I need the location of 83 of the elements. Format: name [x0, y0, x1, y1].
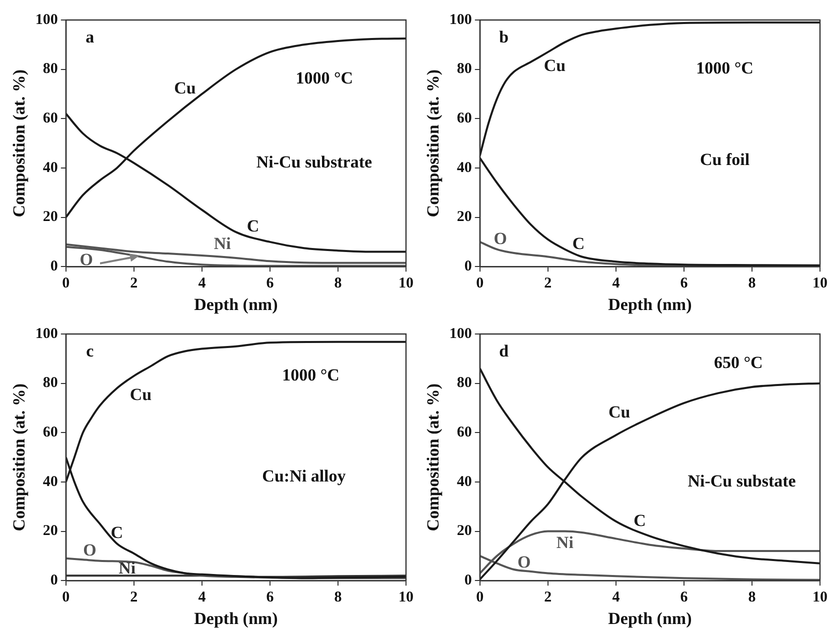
x-tick-label: 0	[476, 589, 484, 606]
y-tick-label: 100	[449, 12, 472, 28]
y-axis-title: Composition (at. %)	[10, 383, 29, 532]
x-tick-label: 10	[812, 275, 828, 292]
x-tick-label: 0	[62, 275, 70, 292]
annotation: 1000 °C	[296, 68, 354, 88]
x-tick-label: 8	[748, 589, 756, 606]
y-axis-title: Composition (at. %)	[424, 69, 443, 218]
y-tick-label: 100	[449, 326, 472, 342]
series-label: C	[634, 510, 646, 530]
y-axis-title: Composition (at. %)	[10, 69, 29, 218]
y-tick-label: 80	[42, 61, 58, 78]
series-label: Ni	[556, 533, 574, 552]
x-axis-title: Depth (nm)	[608, 609, 692, 628]
x-axis-title: Depth (nm)	[608, 295, 692, 314]
chart-title: c	[86, 341, 94, 360]
x-tick-label: 4	[612, 589, 620, 606]
annotation: 1000 °C	[696, 58, 754, 78]
y-tick-label: 0	[464, 258, 472, 274]
y-tick-label: 0	[464, 572, 472, 588]
series-label: Ni	[214, 234, 232, 253]
x-tick-label: 2	[544, 275, 552, 292]
annotation: Cu foil	[700, 150, 750, 169]
x-tick-label: 0	[62, 589, 70, 606]
y-tick-label: 100	[35, 12, 58, 28]
x-tick-label: 10	[812, 589, 828, 606]
annotation: 650 °C	[714, 352, 763, 372]
x-tick-label: 2	[544, 589, 552, 606]
chart-title: a	[86, 27, 95, 46]
x-tick-label: 6	[680, 589, 688, 606]
y-tick-label: 20	[456, 523, 472, 540]
series-label: Cu	[174, 78, 196, 98]
series-label: C	[110, 523, 124, 542]
chart-title: d	[499, 341, 510, 360]
series-label: O	[517, 552, 531, 572]
x-tick-label: 4	[198, 589, 206, 606]
x-tick-label: 10	[398, 589, 414, 606]
annotation: 1000 °C	[282, 365, 340, 384]
x-tick-label: 8	[334, 589, 342, 606]
y-tick-label: 20	[42, 523, 58, 540]
y-axis-title: Composition (at. %)	[424, 383, 443, 532]
y-tick-label: 40	[42, 160, 58, 176]
x-tick-label: 6	[266, 275, 274, 292]
series-label: O	[80, 250, 93, 269]
x-tick-label: 6	[266, 589, 274, 606]
y-tick-label: 0	[50, 572, 58, 588]
y-tick-label: 40	[456, 474, 472, 490]
y-tick-label: 20	[42, 209, 58, 226]
series-label: Cu	[608, 402, 630, 422]
x-tick-label: 0	[476, 275, 484, 292]
series-label: Cu	[130, 385, 152, 404]
y-tick-label: 80	[456, 375, 472, 392]
series-label: Ni	[118, 558, 136, 578]
y-tick-label: 100	[35, 326, 58, 342]
x-tick-label: 4	[612, 275, 620, 292]
y-tick-label: 60	[42, 424, 58, 441]
y-tick-label: 40	[42, 474, 58, 490]
y-tick-label: 80	[456, 61, 472, 78]
annotation: Ni-Cu substate	[688, 471, 796, 490]
x-tick-label: 2	[130, 589, 138, 606]
x-tick-label: 2	[130, 275, 138, 292]
y-tick-label: 80	[42, 375, 58, 392]
series-label: O	[494, 228, 507, 248]
x-tick-label: 8	[334, 275, 342, 292]
x-tick-label: 10	[398, 275, 414, 292]
x-tick-label: 4	[198, 275, 206, 292]
x-axis-title: Depth (nm)	[194, 295, 278, 314]
y-tick-label: 60	[456, 424, 472, 441]
y-tick-label: 60	[456, 110, 472, 127]
x-tick-label: 8	[748, 275, 756, 292]
y-tick-label: 20	[456, 209, 472, 226]
y-tick-label: 40	[456, 160, 472, 176]
y-tick-label: 60	[42, 110, 58, 127]
annotation: Cu:Ni alloy	[262, 466, 346, 486]
y-tick-label: 0	[50, 258, 58, 274]
series-label: O	[83, 540, 96, 560]
x-axis-title: Depth (nm)	[194, 609, 278, 628]
series-label: C	[572, 234, 585, 253]
chart-title: b	[499, 27, 509, 46]
series-label: C	[246, 216, 260, 236]
annotation: Ni-Cu substrate	[256, 152, 372, 172]
x-tick-label: 6	[680, 275, 688, 292]
series-label: Cu	[544, 56, 566, 76]
